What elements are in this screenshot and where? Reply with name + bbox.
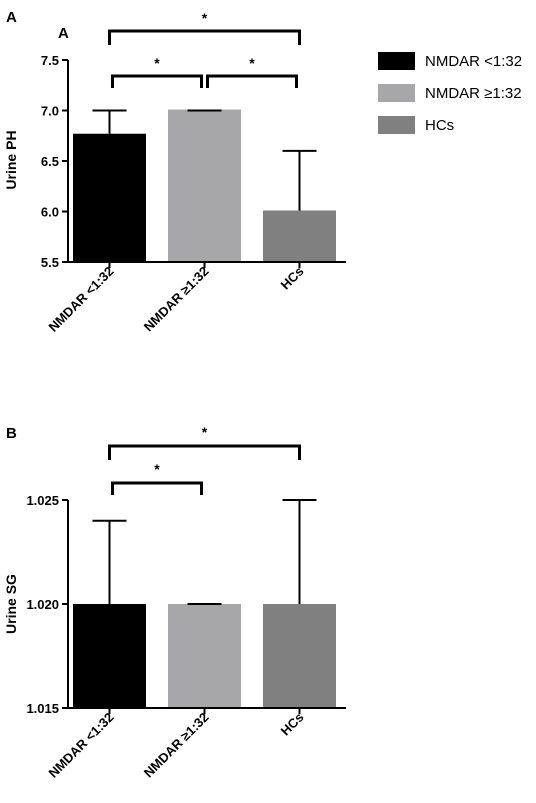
bar-2 — [263, 210, 336, 262]
significance-bracket — [111, 481, 203, 495]
legend-label: NMDAR <1:32 — [425, 53, 522, 70]
significance-star: * — [154, 55, 160, 71]
bar-2 — [263, 604, 336, 708]
y-tick-label: 7.0 — [41, 104, 59, 119]
outer-figure-label: A — [6, 9, 17, 26]
significance-star: * — [154, 461, 160, 477]
y-tick-label: 1.025 — [26, 493, 59, 508]
significance-bracket — [108, 29, 301, 45]
legend-swatch — [378, 52, 415, 70]
y-axis-title: Urine SG — [3, 574, 19, 634]
significance-star: * — [249, 55, 255, 71]
x-tick-label: HCs — [278, 710, 307, 739]
significance-bracket — [111, 74, 203, 88]
significance-star: * — [202, 10, 208, 26]
significance-star: * — [202, 424, 208, 440]
y-tick-label: 6.0 — [41, 205, 59, 220]
legend: NMDAR <1:32 NMDAR ≥1:32 HCs — [378, 52, 522, 134]
x-tick-label: NMDAR <1:32 — [45, 264, 116, 335]
panel-b-chart: B Urine SG 1.015 1.020 1.025 NMDAR <1:32 NMDAR… — [3, 424, 346, 781]
significance-bracket — [108, 444, 301, 460]
x-tick-label: HCs — [278, 264, 307, 293]
bar-1 — [168, 109, 241, 263]
bar-0 — [73, 604, 146, 708]
x-tick-label: NMDAR <1:32 — [45, 710, 116, 781]
legend-label: NMDAR ≥1:32 — [425, 85, 522, 102]
y-tick-label: 7.5 — [41, 53, 59, 68]
legend-label: HCs — [425, 117, 454, 134]
significance-bracket — [206, 74, 298, 88]
bar-1 — [168, 604, 241, 708]
legend-swatch — [378, 84, 415, 102]
y-tick-label: 1.015 — [26, 701, 59, 716]
panel-letter: A — [58, 25, 69, 42]
panel-a-chart: A Urine PH 5.5 6.0 6.5 7.0 7.5 NMDAR <1:32 NMDAR… — [3, 10, 346, 335]
y-tick-label: 1.020 — [26, 597, 59, 612]
y-axis-title: Urine PH — [3, 130, 19, 189]
x-tick-label: NMDAR ≥1:32 — [141, 710, 212, 781]
bar-0 — [73, 133, 146, 262]
panel-letter: B — [6, 425, 17, 442]
x-tick-label: NMDAR ≥1:32 — [141, 264, 212, 335]
y-tick-label: 5.5 — [41, 255, 59, 270]
y-tick-label: 6.5 — [41, 154, 59, 169]
legend-swatch — [378, 116, 415, 134]
